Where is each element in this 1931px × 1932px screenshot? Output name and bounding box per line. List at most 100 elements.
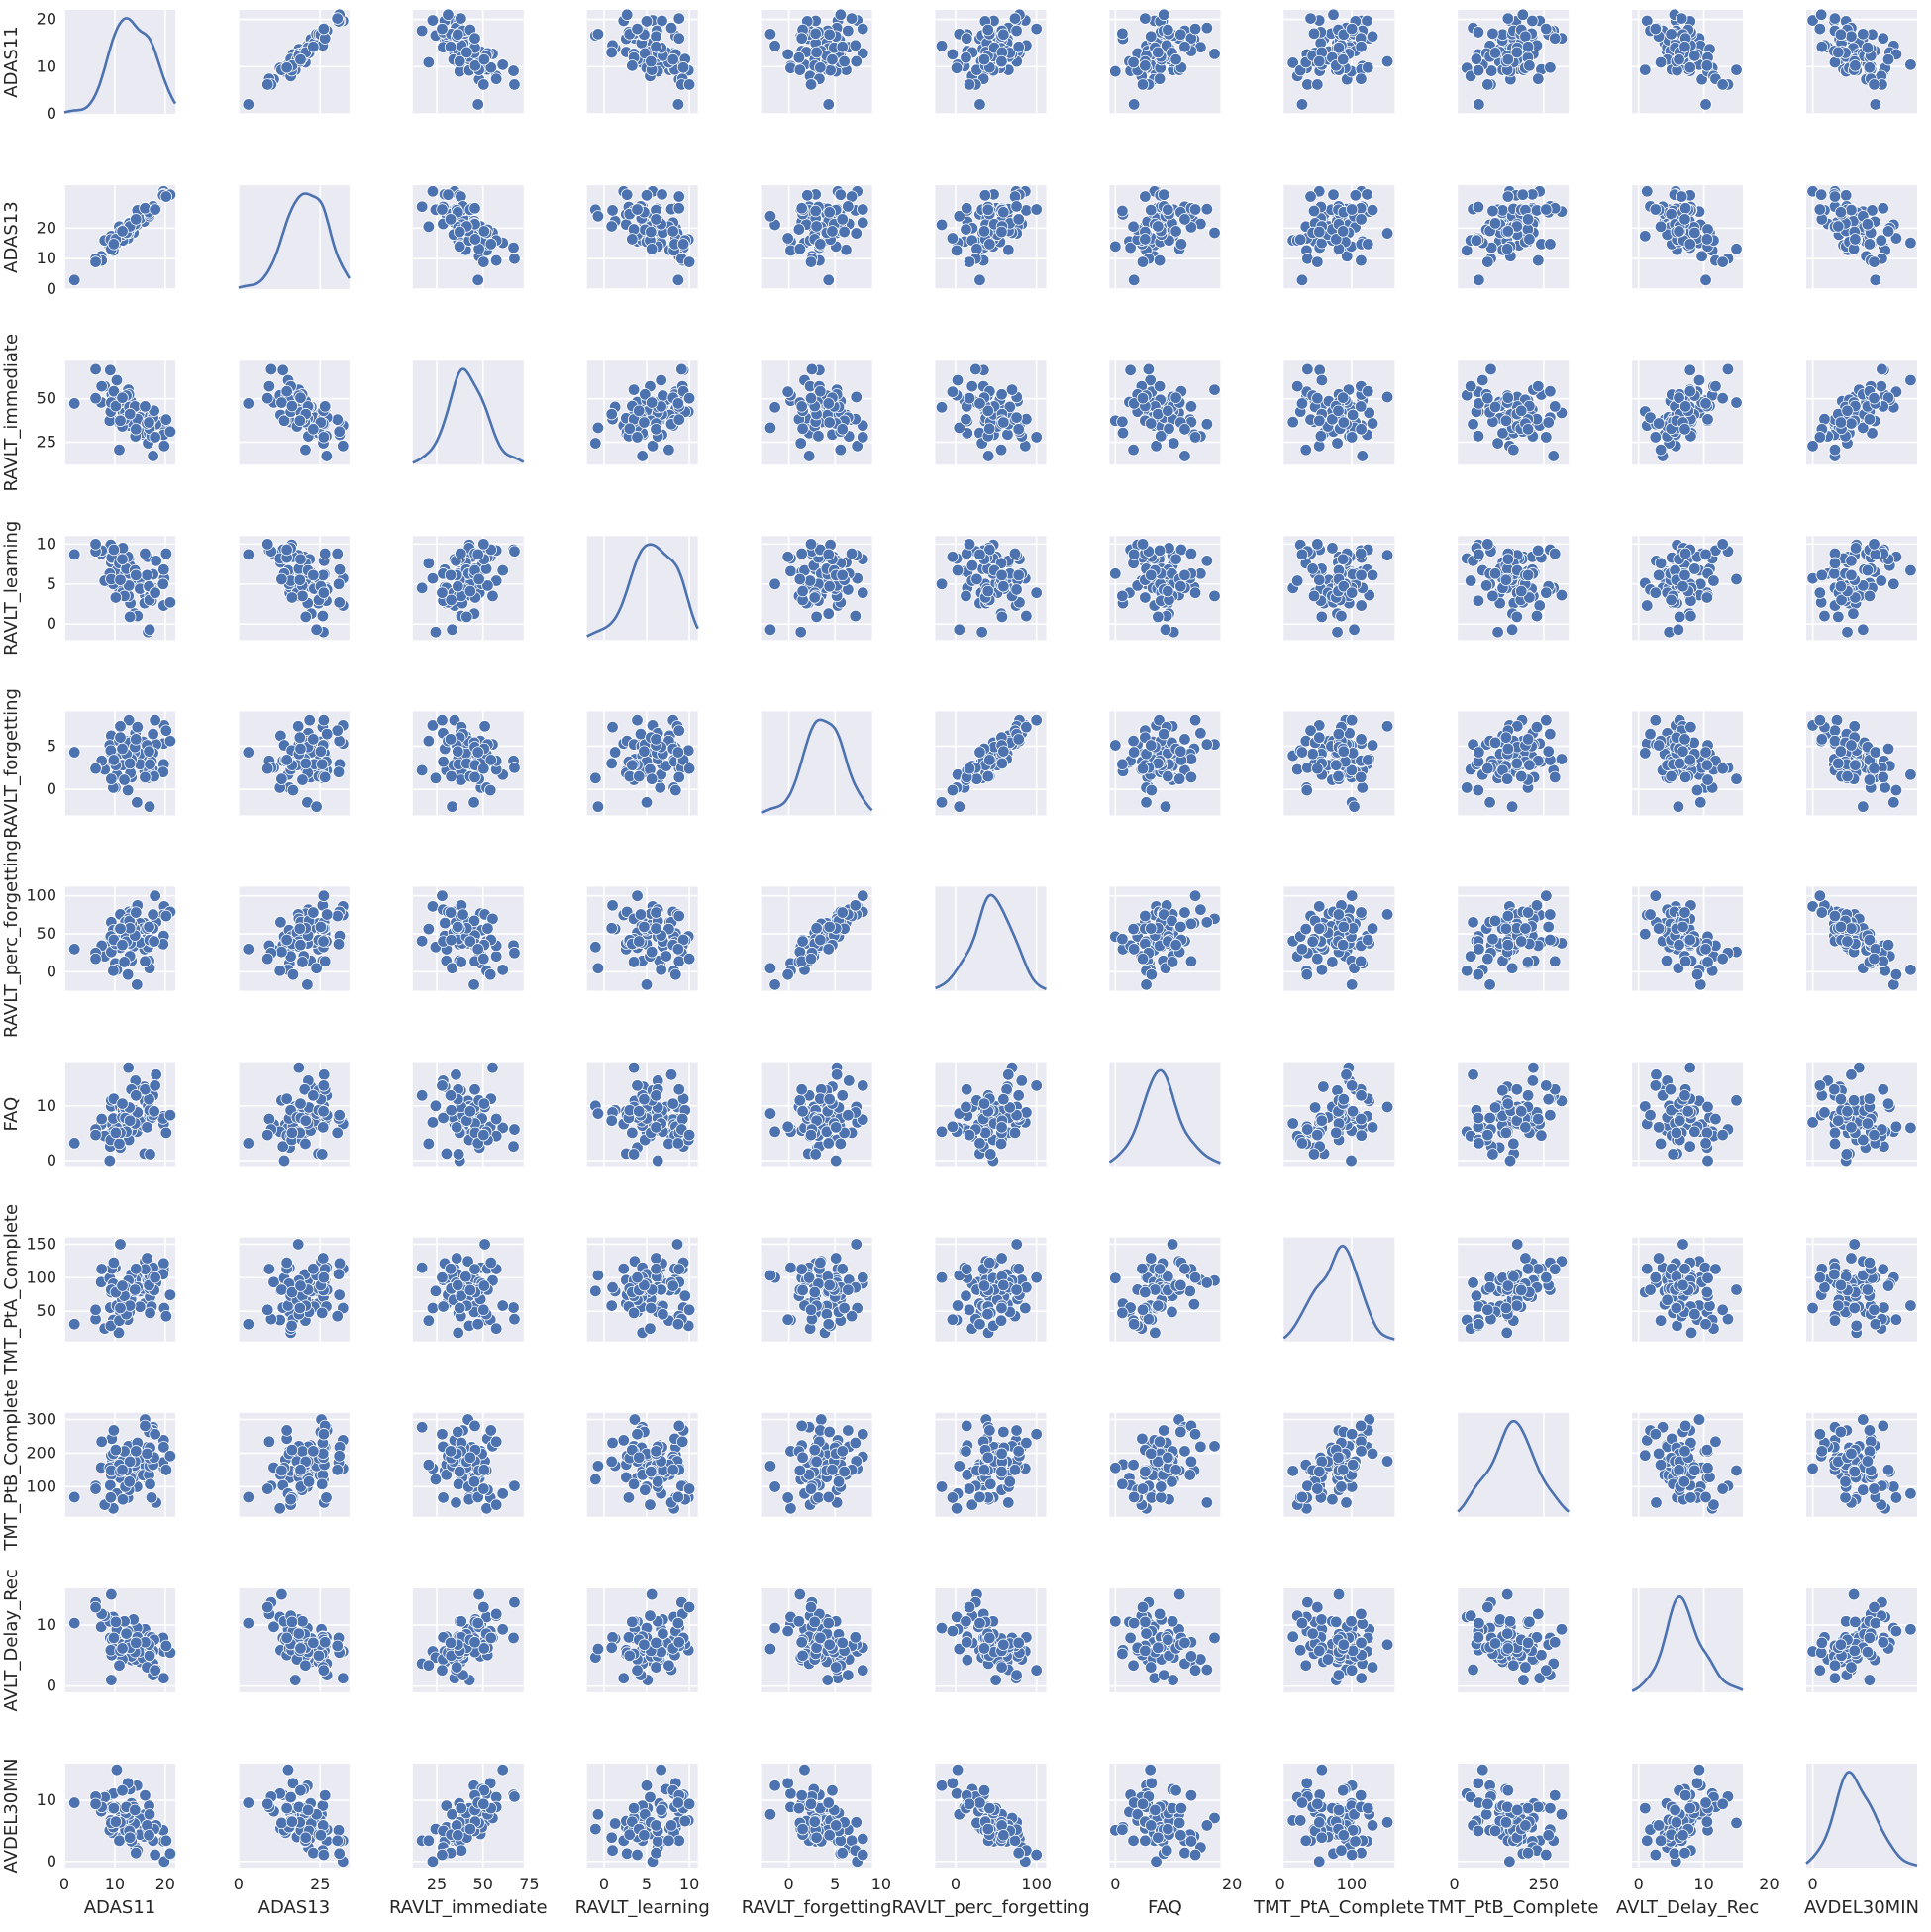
y-tick-label: 0 (47, 104, 56, 123)
scatter-point (793, 572, 807, 586)
scatter-point (1699, 548, 1712, 561)
scatter-point (1542, 416, 1555, 429)
scatter-point (121, 967, 135, 981)
scatter-point (638, 920, 651, 934)
scatter-point (436, 203, 449, 216)
scatter-point (631, 22, 644, 36)
scatter-point (768, 40, 781, 52)
scatter-point (804, 391, 818, 405)
scatter-point (1861, 41, 1875, 54)
scatter-point (508, 253, 521, 265)
scatter-point (496, 58, 509, 71)
scatter-point (808, 591, 821, 604)
scatter-point (89, 255, 102, 268)
scatter-point (299, 443, 312, 457)
scatter-point (1499, 414, 1513, 427)
scatter-point (275, 772, 288, 785)
scatter-point (1472, 200, 1485, 214)
scatter-point (143, 920, 155, 934)
scatter-point (823, 579, 836, 593)
scatter-point (803, 574, 817, 587)
scatter-point (1116, 27, 1129, 41)
panel-ADAS11-vs-AVDEL30MIN (1806, 8, 1917, 115)
scatter-point (633, 404, 646, 417)
scatter-point (1540, 203, 1553, 216)
scatter-point (1311, 538, 1324, 551)
scatter-point (1665, 769, 1677, 783)
scatter-point (280, 384, 293, 398)
scatter-point (317, 713, 331, 727)
scatter-point (1678, 568, 1691, 582)
scatter-point (275, 396, 288, 409)
scatter-point (671, 273, 685, 287)
scatter-point (467, 978, 480, 991)
scatter-point (478, 720, 491, 733)
scatter-point (1169, 553, 1182, 565)
scatter-point (1549, 32, 1562, 45)
scatter-point (950, 61, 964, 74)
scatter-point (1178, 450, 1191, 462)
scatter-point (280, 754, 293, 766)
scatter-point (1012, 568, 1025, 582)
scatter-point (1481, 762, 1494, 775)
scatter-point (1142, 362, 1156, 376)
scatter-point (1549, 770, 1562, 784)
scatter-point (1481, 538, 1494, 551)
scatter-point (318, 400, 332, 413)
scatter-point (1356, 450, 1369, 462)
scatter-point (1857, 28, 1870, 41)
scatter-point (1521, 733, 1535, 746)
scatter-point (633, 935, 646, 948)
scatter-point (795, 547, 808, 560)
scatter-point (1868, 391, 1880, 405)
scatter-point (672, 413, 685, 426)
scatter-point (1887, 577, 1900, 590)
scatter-point (804, 538, 818, 551)
panel-RAVLT_forgetting-vs-RAVLT_perc_forgetting (935, 711, 1047, 816)
scatter-point (823, 920, 836, 934)
scatter-point (645, 225, 658, 239)
scatter-point (675, 362, 688, 376)
scatter-point (1665, 28, 1677, 41)
scatter-point (454, 54, 466, 68)
scatter-point (605, 46, 618, 59)
y-tick-label: 20 (37, 10, 56, 29)
scatter-point (1472, 594, 1485, 607)
scatter-point (1188, 586, 1202, 599)
scatter-point (1515, 584, 1528, 598)
scatter-point (1834, 206, 1848, 219)
scatter-point (261, 538, 274, 551)
scatter-point (1639, 747, 1652, 760)
panel-RAVLT_immediate-vs-FAQ (1109, 360, 1233, 465)
panel-ADAS11-vs-RAVLT_forgetting (761, 8, 882, 115)
scatter-point (1380, 54, 1394, 68)
scatter-point (960, 223, 972, 236)
scatter-point (1678, 423, 1691, 436)
scatter-point (1169, 938, 1182, 952)
scatter-point (1464, 379, 1477, 393)
scatter-point (975, 626, 988, 639)
scatter-point (812, 430, 825, 443)
scatter-point (1544, 238, 1557, 251)
scatter-point (1694, 796, 1707, 809)
scatter-point (1547, 450, 1560, 462)
scatter-point (67, 943, 81, 956)
scatter-point (1845, 30, 1858, 43)
panel-RAVLT_forgetting-vs-TMT_PtB_Complete (1453, 711, 1570, 816)
scatter-point (822, 273, 835, 287)
scatter-point (1337, 553, 1350, 565)
scatter-point (1306, 748, 1319, 761)
scatter-point (1380, 720, 1394, 733)
scatter-point (262, 379, 276, 393)
scatter-point (471, 98, 484, 111)
scatter-point (1315, 964, 1329, 976)
scatter-point (849, 39, 863, 51)
scatter-point (1845, 739, 1858, 752)
scatter-point (1362, 754, 1374, 766)
scatter-point (950, 244, 964, 257)
scatter-point (1355, 733, 1368, 746)
scatter-point (823, 416, 836, 429)
scatter-point (1863, 589, 1877, 603)
scatter-point (455, 956, 467, 968)
scatter-point (1208, 48, 1221, 60)
